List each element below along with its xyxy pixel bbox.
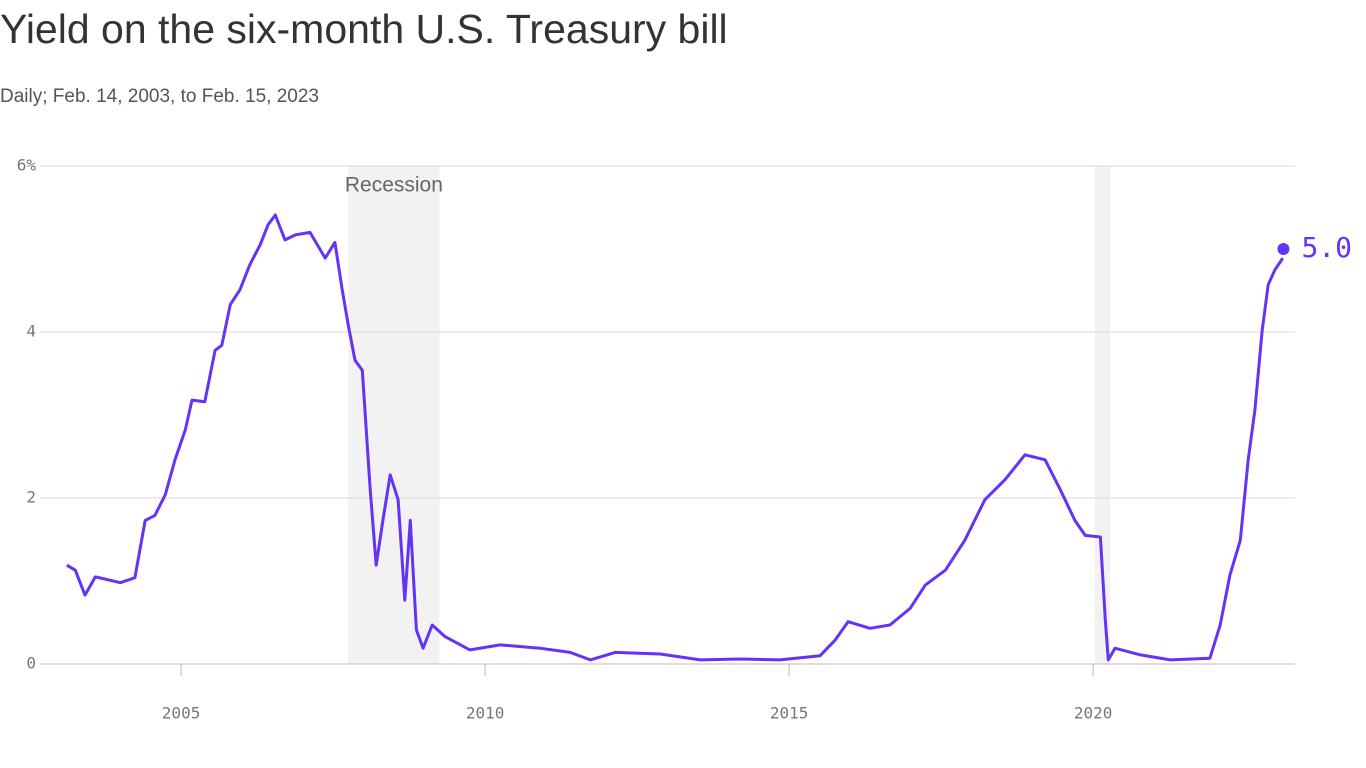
y-tick-label: 6% <box>17 156 37 175</box>
end-dot <box>1277 243 1290 255</box>
x-tick-label: 2020 <box>1074 704 1113 723</box>
end-label: 5.0 <box>1301 231 1352 264</box>
recession-label: Recession <box>345 174 443 197</box>
recession-band <box>1094 166 1111 664</box>
y-tick-label: 0 <box>26 654 36 673</box>
chart-subtitle: Daily; Feb. 14, 2003, to Feb. 15, 2023 <box>0 86 319 107</box>
x-tick-label: 2010 <box>466 704 505 723</box>
chart-title: Yield on the six-month U.S. Treasury bil… <box>0 6 728 52</box>
y-tick-label: 2 <box>26 488 36 507</box>
x-tick-label: 2005 <box>162 704 201 723</box>
x-tick-label: 2015 <box>770 704 809 723</box>
y-tick-label: 4 <box>26 322 36 341</box>
line <box>66 213 1285 662</box>
recession-band <box>348 166 440 664</box>
